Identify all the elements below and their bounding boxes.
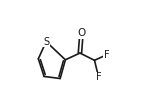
Text: S: S bbox=[43, 37, 49, 47]
Text: F: F bbox=[96, 72, 102, 82]
Text: O: O bbox=[77, 28, 86, 38]
Text: F: F bbox=[104, 50, 110, 60]
